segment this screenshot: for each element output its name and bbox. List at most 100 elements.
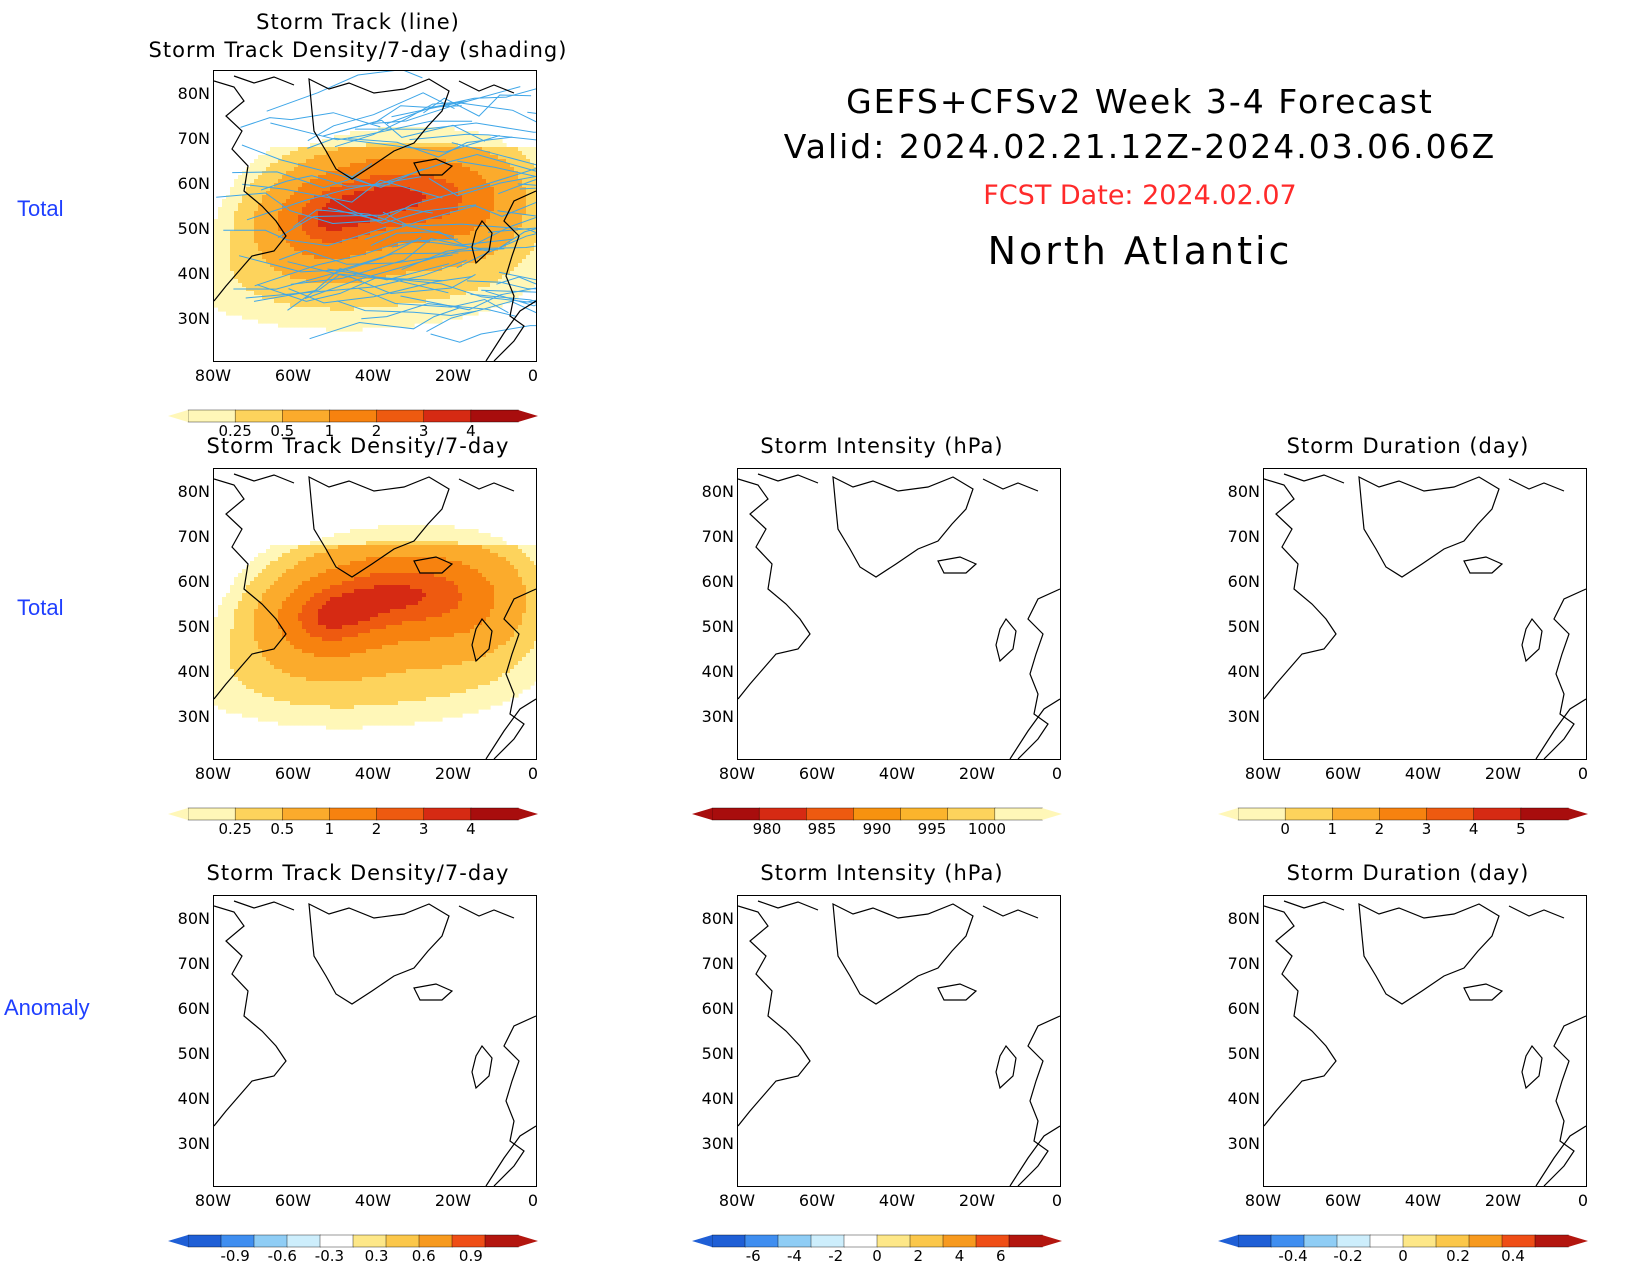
storm-track-line	[426, 300, 536, 333]
lat-tick-label: 80N	[177, 909, 210, 928]
storm-track-line	[309, 307, 461, 340]
coastline	[485, 698, 536, 759]
coastline	[1521, 617, 1543, 663]
lon-tick-label: 80W	[718, 764, 756, 783]
panel-title: Storm Track Density/7-day	[206, 861, 510, 885]
storm-track-line	[242, 179, 443, 203]
lon-tick-label: 60W	[274, 366, 312, 385]
lat-tick-label: 70N	[1227, 954, 1260, 973]
colorbar-tick-label: 5	[1516, 820, 1526, 838]
storm-track-line	[293, 209, 455, 237]
coastline	[1463, 983, 1504, 1001]
lon-tick-label: 20W	[1484, 1191, 1522, 1210]
coastline	[937, 983, 978, 1001]
storm-track-line	[423, 94, 532, 117]
lon-tick-label: 60W	[274, 1191, 312, 1210]
coastline	[485, 300, 536, 361]
storm-track-line	[266, 71, 423, 112]
coastline	[1535, 698, 1586, 759]
coastline	[493, 190, 536, 361]
lat-tick-label: 30N	[1227, 707, 1260, 726]
lat-tick-label: 50N	[1227, 617, 1260, 636]
lon-tick-label: 0	[527, 1191, 539, 1210]
lat-tick-label: 80N	[701, 909, 734, 928]
colorbar-tick-label: 0.4	[1501, 1247, 1525, 1265]
storm-track-line	[496, 276, 536, 285]
colorbar	[692, 807, 1062, 821]
coastline	[1535, 1125, 1586, 1186]
coastline	[214, 80, 287, 302]
coastline	[485, 1125, 536, 1186]
storm-track-line	[488, 227, 536, 233]
colorbar-tick-label: 2	[371, 422, 382, 440]
lat-tick-label: 70N	[1227, 527, 1260, 546]
colorbar-tick-label: 0.5	[270, 820, 295, 838]
panel-total-intensity: Storm Intensity (hPa) 80N 70N 60N 50N 40N 30N 8…	[652, 430, 1112, 838]
panel-top-density-tracks: Storm Track (line) Storm Track Density/7-…	[128, 0, 588, 440]
colorbar-tick-label: 0.3	[364, 1247, 389, 1265]
coastline	[233, 473, 295, 484]
panel-title: Storm Intensity (hPa)	[760, 434, 1004, 458]
coastline	[413, 983, 454, 1001]
colorbar-tick-label: 985	[807, 820, 837, 838]
row-label-total-2: Total	[17, 595, 64, 620]
storm-track-line	[499, 228, 536, 248]
coastline	[1358, 902, 1500, 1005]
coastline	[738, 478, 811, 700]
coastline	[1283, 900, 1345, 911]
coastline	[982, 478, 1039, 492]
colorbar-tick-label: 2	[913, 1247, 924, 1265]
lon-tick-label: 0	[1051, 1191, 1063, 1210]
coastline	[1521, 1044, 1543, 1090]
storm-track-line	[223, 226, 387, 247]
coastline	[738, 905, 811, 1127]
coastline	[233, 900, 295, 911]
lon-tick-label: 0	[1577, 1191, 1589, 1210]
lat-tick-label: 40N	[177, 264, 210, 283]
lon-tick-label: 80W	[194, 366, 232, 385]
colorbar	[1218, 807, 1588, 821]
coastline	[1264, 478, 1337, 700]
coastline	[1508, 905, 1565, 919]
coastline	[458, 905, 515, 919]
lat-tick-label: 70N	[701, 527, 734, 546]
colorbar-tick-label: 0.9	[458, 1247, 483, 1265]
storm-track-line	[287, 263, 450, 311]
coastline	[214, 905, 287, 1127]
lat-tick-label: 40N	[177, 1089, 210, 1108]
lon-tick-label: 20W	[434, 764, 472, 783]
colorbar-tick-label: 1	[1327, 820, 1338, 838]
map-area	[1263, 895, 1587, 1187]
colorbar-tick-label: -0.3	[314, 1247, 345, 1265]
coastline	[458, 80, 515, 94]
storm-track-line	[279, 249, 453, 265]
header-title: GEFS+CFSv2 Week 3-4 Forecast	[846, 82, 1434, 121]
lon-tick-label: 60W	[1324, 764, 1362, 783]
panel-title: Storm Duration (day)	[1286, 434, 1530, 458]
map-area	[1263, 468, 1587, 760]
lon-tick-label: 40W	[354, 1191, 392, 1210]
coastline	[1543, 588, 1586, 759]
colorbar-tick-label: 0	[1280, 820, 1290, 838]
storm-track-line	[451, 142, 536, 166]
colorbar	[168, 807, 538, 821]
storm-track-line	[470, 293, 536, 303]
coastline	[1283, 473, 1345, 484]
storm-track-line	[307, 92, 455, 142]
lat-tick-label: 70N	[177, 129, 210, 148]
lat-tick-label: 30N	[177, 309, 210, 328]
panel-title: Storm Track Density/7-day (shading)	[148, 38, 568, 62]
colorbar-tick-label: 2	[1374, 820, 1385, 838]
lon-tick-label: 40W	[878, 764, 916, 783]
lon-tick-label: 80W	[194, 764, 232, 783]
lon-tick-label: 80W	[1244, 1191, 1282, 1210]
colorbar-tick-label: 1	[324, 820, 335, 838]
colorbar-tick-label: 0.25	[218, 820, 252, 838]
storm-track-line	[256, 277, 443, 302]
lat-tick-label: 50N	[177, 617, 210, 636]
lat-tick-label: 70N	[177, 954, 210, 973]
lon-tick-label: 60W	[798, 764, 836, 783]
lat-tick-label: 60N	[701, 999, 734, 1018]
colorbar-tick-label: 990	[862, 820, 892, 838]
lat-tick-label: 30N	[1227, 1134, 1260, 1153]
